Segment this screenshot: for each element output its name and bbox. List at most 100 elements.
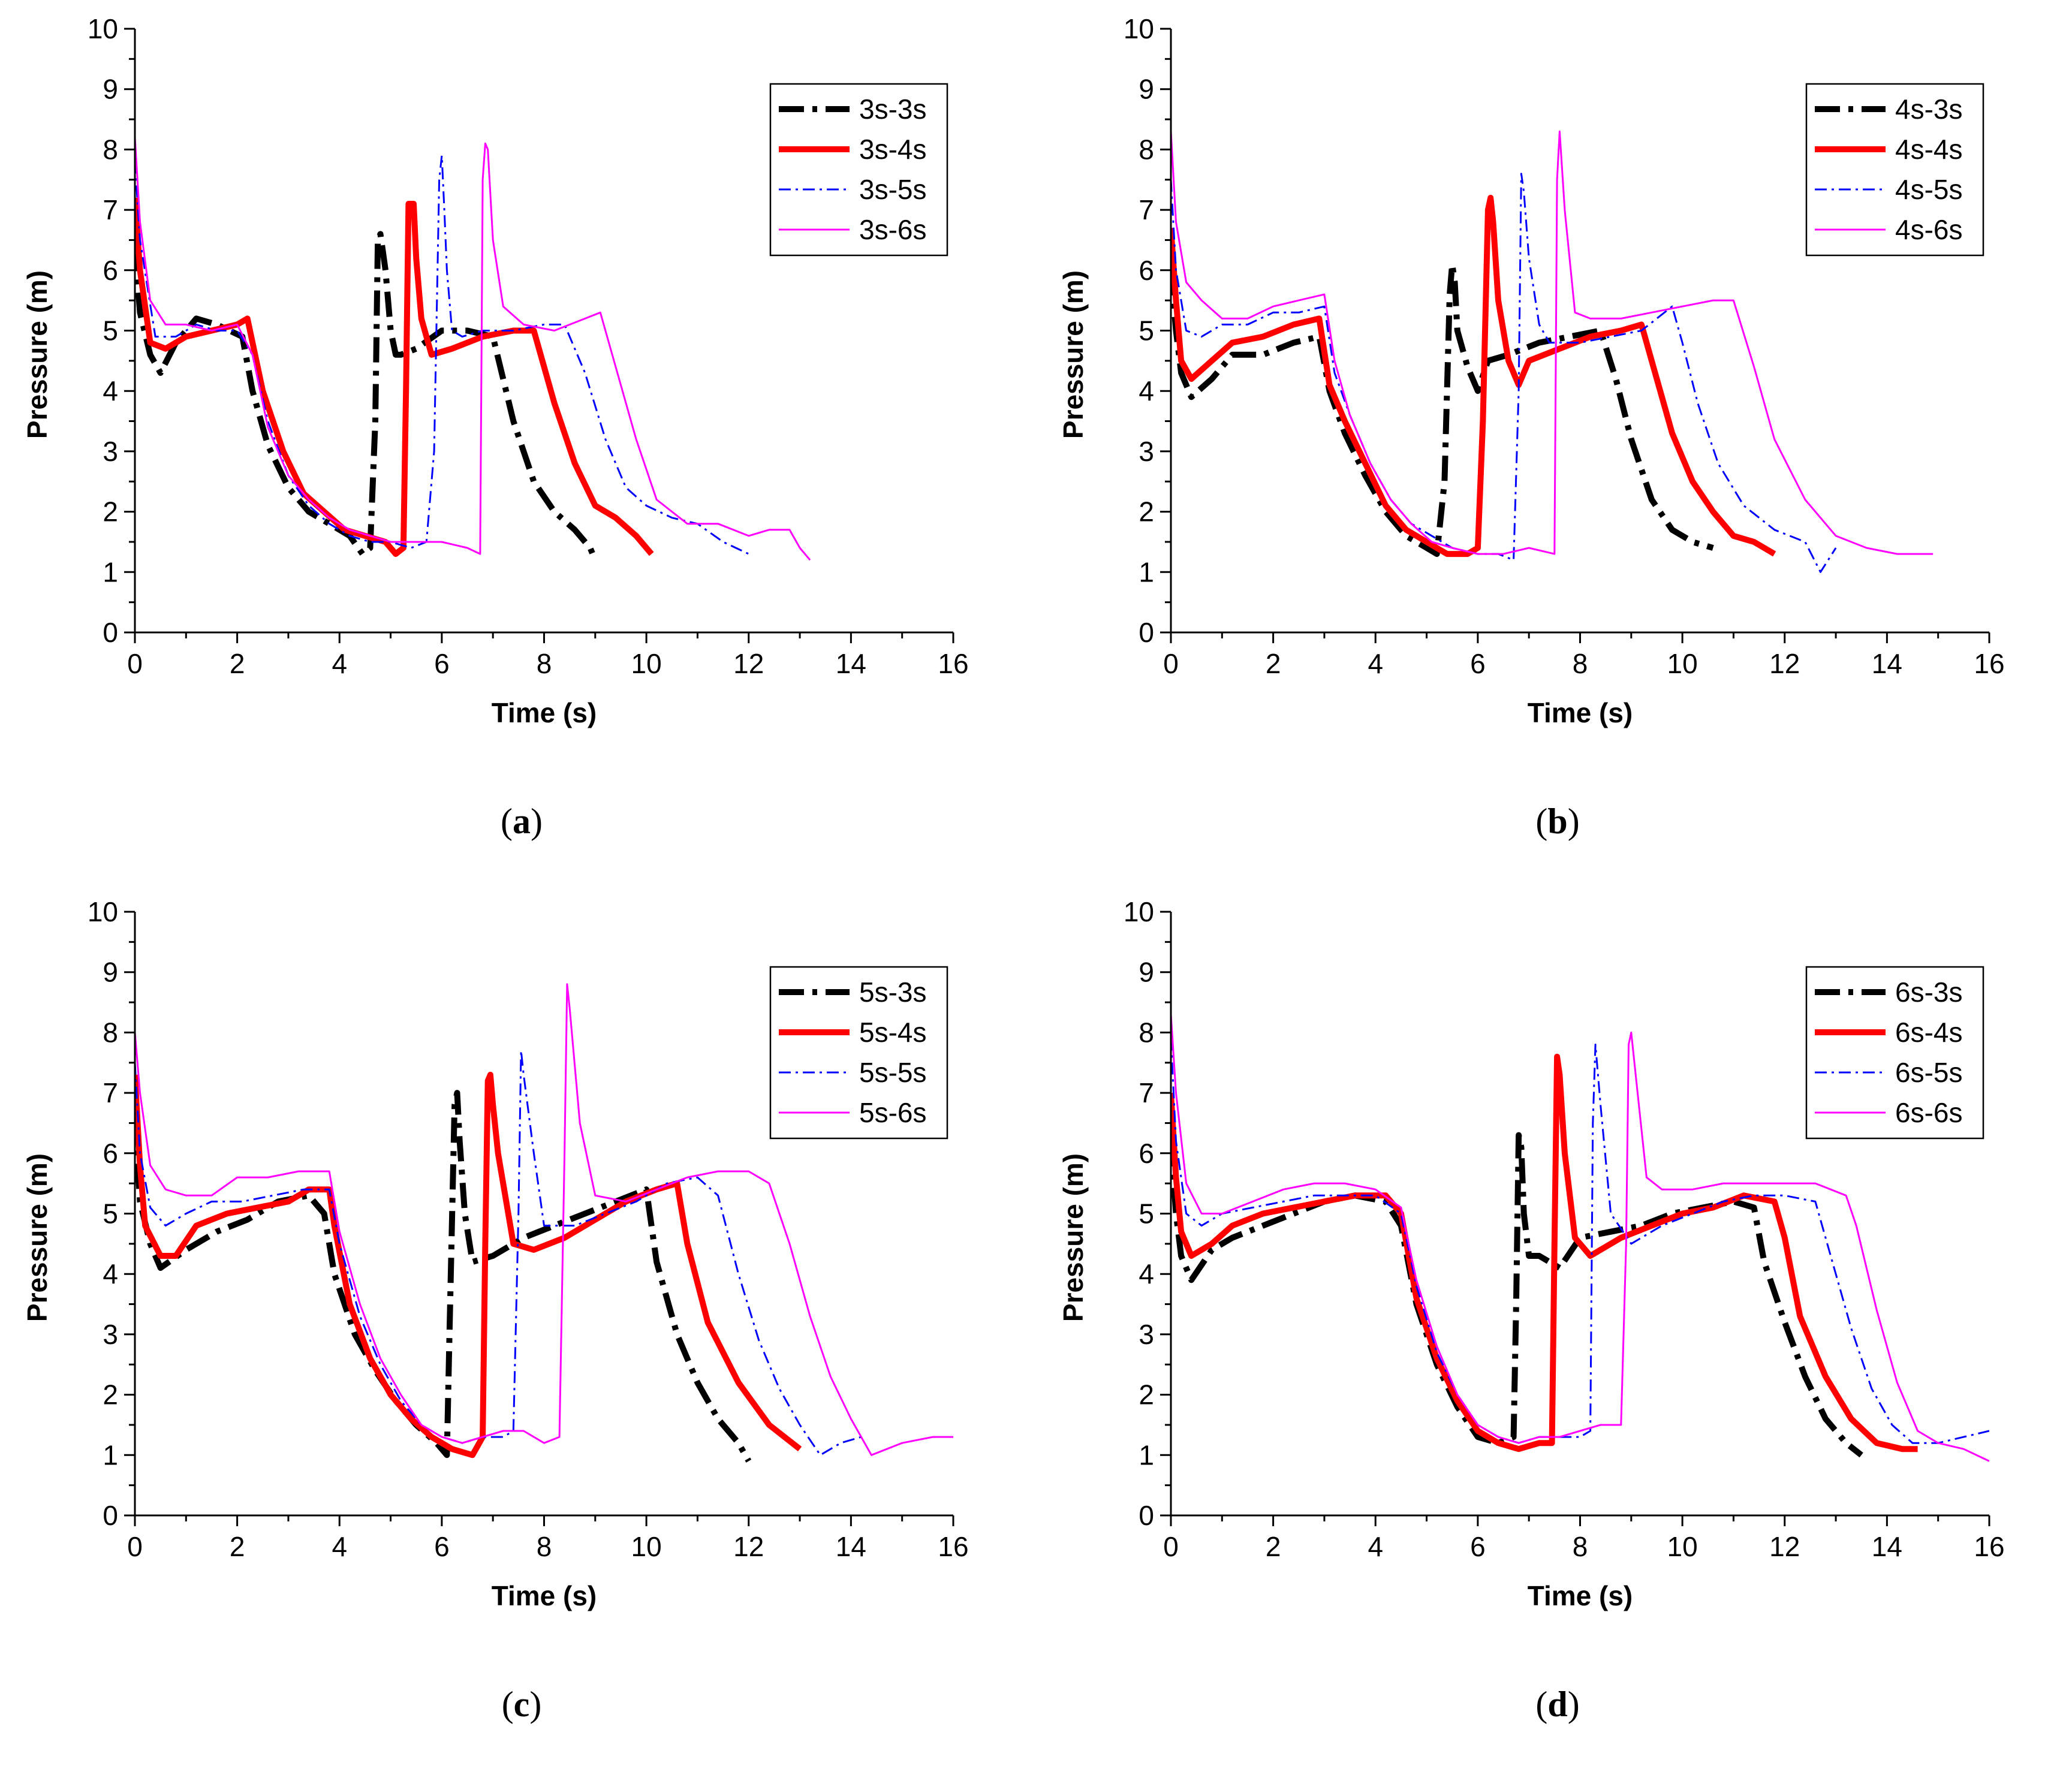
legend-label: 3s-4s [859,134,926,165]
x-tick-label: 4 [1368,648,1383,679]
x-axis-title: Time (s) [492,1580,597,1611]
series-line-4s-5s [1171,173,1837,573]
x-tick-label: 10 [1667,648,1698,679]
series-line-3s-4s [135,197,654,557]
y-tick-label: 1 [1139,1439,1154,1470]
legend: 5s-3s 5s-4s 5s-5s 5s-6s [769,966,948,1140]
x-tick-label: 6 [1470,1531,1486,1562]
legend-box [1805,966,1984,1140]
y-axis-title: Pressure (m) [22,1153,53,1322]
y-tick-label: 10 [1124,13,1154,44]
x-axis-title: Time (s) [1528,697,1633,728]
x-tick-label: 0 [1163,1531,1179,1562]
y-tick-label: 5 [103,1198,118,1229]
series-line-6s-4s [1171,1053,1918,1452]
y-tick-label: 2 [103,1379,118,1411]
legend: 3s-3s 3s-4s 3s-5s 3s-6s [769,83,948,257]
y-tick-label: 0 [1139,1500,1154,1531]
legend-box [769,966,948,1140]
x-tick-label: 0 [127,1531,143,1562]
x-tick-label: 12 [733,1531,764,1562]
y-tick-label: 6 [103,255,118,286]
x-tick-label: 12 [733,648,764,679]
y-axis-title: Pressure (m) [1058,1153,1089,1322]
x-axis-title: Time (s) [492,697,597,728]
legend-label: 5s-5s [859,1057,926,1088]
y-tick-label: 8 [103,1017,118,1048]
chart-panel-a: 0 1 2 3 4 5 6 7 8 9 10 0 2 4 6 8 10 12 14 16 Time (s) Pressur… [0,0,1036,883]
panel-caption-letter: b [1547,801,1567,841]
y-tick-label: 8 [1139,134,1154,165]
series-line-6s-3s [1171,1132,1863,1458]
y-tick-label: 8 [1139,1017,1154,1048]
x-tick-label: 6 [434,648,450,679]
series-group [135,983,953,1463]
chart-panel-b: 0 1 2 3 4 5 6 7 8 9 10 0 2 4 6 8 10 12 14 16 Time (s) Pressur… [1036,0,2072,883]
y-tick-label: 5 [103,315,118,346]
series-group [135,137,811,562]
panel-caption: (a) [501,801,543,841]
y-tick-label: 6 [1139,255,1154,286]
y-tick-label: 4 [1139,375,1154,406]
x-tick-label: 2 [230,1531,245,1562]
legend-label: 3s-6s [859,214,926,245]
y-tick-label: 10 [88,13,118,44]
legend-label: 4s-3s [1895,94,1962,125]
series-line-5s-6s [135,983,953,1456]
x-tick-label: 14 [836,1531,866,1562]
x-tick-label: 16 [1974,1531,2004,1562]
x-tick-label: 12 [1769,1531,1800,1562]
y-tick-label: 2 [1139,496,1154,528]
y-tick-label: 3 [1139,1319,1154,1350]
legend: 4s-3s 4s-4s 4s-5s 4s-6s [1805,83,1984,257]
y-tick-label: 7 [1139,1077,1154,1108]
y-tick-label: 5 [1139,315,1154,346]
y-tick-label: 1 [103,1439,118,1470]
x-tick-label: 2 [230,648,245,679]
x-tick-label: 4 [332,648,347,679]
panel-caption-letter: d [1547,1684,1567,1724]
y-tick-label: 9 [103,74,118,105]
x-tick-label: 12 [1769,648,1800,679]
y-tick-label: 8 [103,134,118,165]
series-line-6s-5s [1171,1038,1989,1444]
legend-label: 5s-6s [859,1097,926,1128]
legend-label: 6s-4s [1895,1017,1962,1048]
x-tick-label: 14 [1872,1531,1902,1562]
series-line-3s-5s [135,155,749,555]
panel-caption-letter: c [514,1684,530,1724]
legend-box [1805,83,1984,257]
series-line-6s-6s [1171,1014,1989,1462]
y-tick-label: 9 [103,957,118,988]
legend-box [769,83,948,257]
x-tick-label: 0 [1163,648,1179,679]
series-line-5s-3s [135,1090,752,1463]
series-line-4s-3s [1171,261,1714,557]
legend-label: 3s-5s [859,174,926,205]
series-line-5s-5s [135,1050,862,1456]
x-tick-label: 16 [938,648,968,679]
y-tick-label: 0 [1139,617,1154,648]
x-tick-label: 4 [1368,1531,1383,1562]
series-group [1171,1014,1989,1462]
x-tick-label: 6 [434,1531,450,1562]
y-tick-label: 6 [1139,1138,1154,1169]
y-tick-label: 9 [1139,74,1154,105]
y-tick-label: 10 [88,896,118,927]
panel-caption-letter: a [513,801,531,841]
series-line-3s-6s [135,137,811,561]
x-tick-label: 16 [1974,648,2004,679]
y-tick-label: 1 [103,556,118,587]
x-tick-label: 10 [1667,1531,1698,1562]
legend-label: 4s-5s [1895,174,1962,205]
y-tick-label: 5 [1139,1198,1154,1229]
legend-label: 5s-3s [859,977,926,1008]
x-tick-label: 2 [1266,1531,1281,1562]
legend-label: 3s-3s [859,94,926,125]
legend: 6s-3s 6s-4s 6s-5s 6s-6s [1805,966,1984,1140]
chart-panel-c: 0 1 2 3 4 5 6 7 8 9 10 0 2 4 6 8 10 12 14 16 Time (s) Pressur… [0,883,1036,1766]
